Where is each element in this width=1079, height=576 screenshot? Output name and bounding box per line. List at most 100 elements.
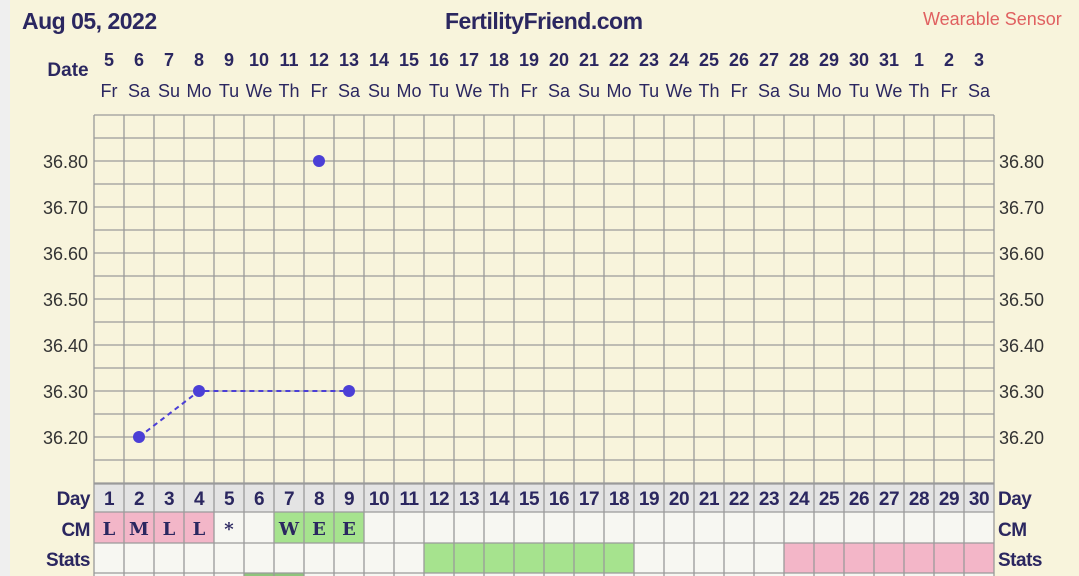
stats-cell bbox=[754, 543, 784, 573]
day-cell bbox=[844, 484, 874, 512]
cm-cell-4 bbox=[184, 512, 214, 543]
extra-cell bbox=[154, 573, 184, 576]
date-label: 2 bbox=[944, 50, 954, 70]
date-label: 3 bbox=[974, 50, 984, 70]
stats-cell bbox=[304, 543, 334, 573]
day-label: 4 bbox=[194, 489, 205, 510]
weekday-label: Th bbox=[908, 81, 929, 101]
site-name[interactable]: FertilityFriend.com bbox=[445, 8, 643, 34]
date-label: 18 bbox=[489, 50, 509, 70]
day-label: 5 bbox=[224, 489, 235, 510]
extra-cell bbox=[394, 573, 424, 576]
weekday-label: Mo bbox=[606, 81, 631, 101]
stats-cell bbox=[484, 543, 514, 573]
stats-cell bbox=[844, 543, 874, 573]
y-tick-right: 36.20 bbox=[999, 428, 1044, 448]
day-cell bbox=[814, 484, 844, 512]
cm-cell-9 bbox=[334, 512, 364, 543]
day-cell bbox=[484, 484, 514, 512]
extra-cell bbox=[724, 573, 754, 576]
date-label: 22 bbox=[609, 50, 629, 70]
date-label: 8 bbox=[194, 50, 204, 70]
y-tick-left: 36.70 bbox=[43, 198, 88, 218]
extra-cell bbox=[664, 573, 694, 576]
day-label: 24 bbox=[789, 489, 810, 510]
cm-cell-5 bbox=[214, 512, 244, 543]
chart-date-title: Aug 05, 2022 bbox=[22, 8, 157, 34]
extra-cell bbox=[514, 573, 544, 576]
date-label: 31 bbox=[879, 50, 899, 70]
date-label: 7 bbox=[164, 50, 174, 70]
extra-cell bbox=[94, 573, 124, 576]
cm-cell bbox=[844, 512, 874, 543]
day-cell bbox=[94, 484, 124, 512]
y-tick-right: 36.70 bbox=[999, 198, 1044, 218]
day-cell bbox=[334, 484, 364, 512]
cm-cell bbox=[934, 512, 964, 543]
weekday-label: We bbox=[666, 81, 693, 101]
date-label: 29 bbox=[819, 50, 839, 70]
day-label: 7 bbox=[284, 489, 294, 510]
stats-cell bbox=[124, 543, 154, 573]
weekday-label: Th bbox=[488, 81, 509, 101]
day-label: 13 bbox=[459, 489, 479, 510]
day-cell bbox=[304, 484, 334, 512]
date-label: 15 bbox=[399, 50, 419, 70]
cm-cell bbox=[394, 512, 424, 543]
weekday-label: Sa bbox=[968, 81, 991, 101]
date-label: 12 bbox=[309, 50, 329, 70]
date-label: 20 bbox=[549, 50, 569, 70]
cm-cell-7 bbox=[274, 512, 304, 543]
day-label: 11 bbox=[399, 489, 419, 510]
weekday-label: We bbox=[876, 81, 903, 101]
day-cell bbox=[574, 484, 604, 512]
weekday-label: Fr bbox=[941, 81, 958, 101]
stats-cell bbox=[364, 543, 394, 573]
day-label: 2 bbox=[134, 489, 144, 510]
date-row-label: Date bbox=[47, 60, 88, 81]
cm-cell bbox=[244, 512, 274, 543]
date-label: 9 bbox=[224, 50, 234, 70]
extra-cell bbox=[574, 573, 604, 576]
day-cell bbox=[784, 484, 814, 512]
stats-cell bbox=[244, 543, 274, 573]
cm-cell-3 bbox=[154, 512, 184, 543]
date-label: 21 bbox=[579, 50, 599, 70]
day-label: 18 bbox=[609, 489, 629, 510]
cm-cell-8 bbox=[304, 512, 334, 543]
date-label: 10 bbox=[249, 50, 269, 70]
weekday-label: Mo bbox=[816, 81, 841, 101]
extra-cell bbox=[784, 573, 814, 576]
cm-cell bbox=[814, 512, 844, 543]
cm-value: E bbox=[312, 519, 326, 540]
weekday-label: Su bbox=[158, 81, 180, 101]
day-cell bbox=[454, 484, 484, 512]
weekday-label: Tu bbox=[639, 81, 659, 101]
date-label: 26 bbox=[729, 50, 749, 70]
extra-cell bbox=[754, 573, 784, 576]
temperature-point bbox=[313, 155, 325, 167]
extra-cell bbox=[604, 573, 634, 576]
weekday-label: Fr bbox=[311, 81, 328, 101]
day-label: 14 bbox=[489, 489, 510, 510]
stats-cell bbox=[274, 543, 304, 573]
cm-cell bbox=[694, 512, 724, 543]
day-label: 3 bbox=[164, 489, 174, 510]
cm-cell bbox=[544, 512, 574, 543]
day-label: 30 bbox=[969, 489, 989, 510]
weekday-label: Fr bbox=[521, 81, 538, 101]
stats-cell bbox=[724, 543, 754, 573]
day-label: 21 bbox=[699, 489, 720, 510]
weekday-label: Tu bbox=[219, 81, 239, 101]
date-label: 5 bbox=[104, 50, 114, 70]
day-label: 15 bbox=[519, 489, 540, 510]
weekday-label: Sa bbox=[758, 81, 781, 101]
day-cell bbox=[214, 484, 244, 512]
day-cell bbox=[244, 484, 274, 512]
extra-cell bbox=[364, 573, 394, 576]
stats-cell bbox=[574, 543, 604, 573]
wearable-sensor-label[interactable]: Wearable Sensor bbox=[923, 9, 1062, 29]
day-label: 1 bbox=[104, 489, 115, 510]
day-cell bbox=[364, 484, 394, 512]
stats-cell bbox=[514, 543, 544, 573]
